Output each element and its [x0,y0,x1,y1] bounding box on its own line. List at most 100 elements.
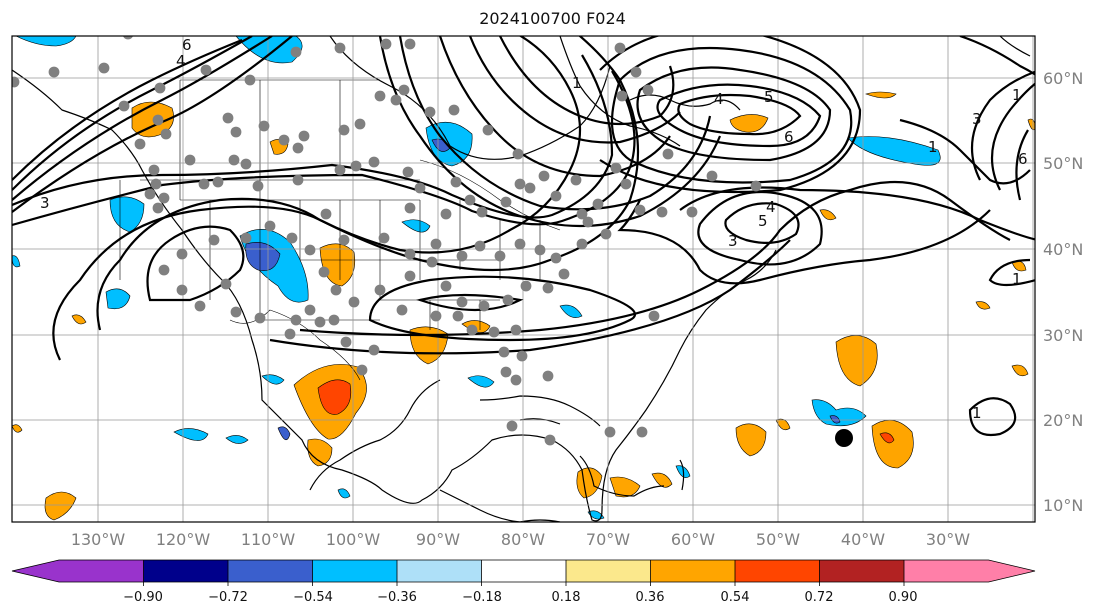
lon-label: 130°W [71,530,126,549]
station-dot [184,154,196,166]
contour-line [990,82,1035,191]
colorbar-tick-label: 0.54 [721,590,750,605]
contour-label: 1 [928,138,938,156]
anomaly-blob [307,438,333,467]
anomaly-blob [245,242,281,271]
longitude-labels: 130°W 120°W 110°W 100°W 90°W 80°W 70°W 6… [71,530,970,549]
colorbar-tick-label: 0.90 [889,590,918,605]
anomaly-blob [609,476,641,498]
contour-line [599,36,862,194]
coastline [559,36,681,147]
station-dot [330,284,342,296]
station-dot [158,264,170,276]
station-dot [212,176,224,188]
contour-line [617,199,991,285]
station-dot [230,306,242,318]
station-dot [750,180,762,192]
station-dot [228,154,240,166]
station-dot [550,190,562,202]
station-dot [478,300,490,312]
lat-label: 10°N [1043,496,1083,515]
colorbar-tick-label: −0.72 [208,590,248,605]
station-dot [304,304,316,316]
contour-line [610,46,853,184]
colorbar-segment [650,560,736,582]
station-dot [368,156,380,168]
anomaly-blob [811,399,867,427]
lon-label: 70°W [586,530,630,549]
station-dot [152,202,164,214]
contour-line [12,36,273,201]
contour-label: 5 [764,88,774,106]
contour-label: 3 [728,232,738,250]
station-dot [290,46,302,58]
contour-line [968,397,1017,437]
anomaly-blob [401,219,431,233]
station-dot [98,62,110,74]
station-dot [512,148,524,160]
station-dot [634,204,646,216]
station-dot [254,312,266,324]
lon-label: 50°W [756,530,800,549]
coastline [12,69,777,522]
colorbar-segment [566,560,651,582]
colorbar-segment [819,560,905,582]
station-dot [402,166,414,178]
station-dot [656,206,668,218]
contour-label: 4 [766,198,776,216]
colorbar-tick-label: 0.18 [552,590,581,605]
colorbar-tick-label: −0.90 [123,590,163,605]
station-dot [338,124,350,136]
colorbar-segment [59,560,144,582]
station-dot [264,220,276,232]
station-dot [396,304,408,316]
lat-label: 30°N [1043,326,1083,345]
station-dot [390,94,402,106]
lat-label: 50°N [1043,154,1083,173]
coastline [679,459,685,491]
coastline [999,36,1031,57]
contour-line [656,83,822,148]
station-dot [220,278,232,290]
station-dot [576,238,588,250]
anomaly-blob [15,36,77,47]
lat-label: 60°N [1043,69,1083,88]
station-dot [450,176,462,188]
anomaly-blob [225,435,249,444]
station-dot [154,82,166,94]
anomaly-blob [105,288,131,310]
contour-label: 6 [182,36,192,54]
map-panel [11,35,1036,523]
station-dot [514,238,526,250]
station-dot [520,280,532,292]
station-dot [592,198,604,210]
station-dot [148,164,160,176]
map-title: 2024100700 F024 [479,9,626,28]
contour-label: 4 [176,52,186,70]
contour-label-group: 6 4 3 1 4 5 6 1 4 5 3 1 1 3 6 1 [40,36,1028,422]
colorbar-segment [397,560,482,582]
contour-line [468,36,681,144]
coastlines [12,36,1031,522]
station-dot [466,324,478,336]
anomaly-blob [735,423,767,457]
contour-label: 3 [972,110,982,128]
station-dot [630,66,642,78]
anomaly-blob [835,335,878,387]
station-dot [398,84,410,96]
contour-line [724,202,800,245]
colorbar-segment [904,560,989,582]
station-dot [198,178,210,190]
contour-line [697,190,823,266]
station-dot [292,142,304,154]
station-dot [440,280,452,292]
lon-label: 80°W [501,530,545,549]
station-dot [328,314,340,326]
storm-center-marker [835,429,853,447]
contour-label: 1 [1012,270,1022,288]
station-dot [152,114,164,126]
contour-label: 3 [40,194,50,212]
station-dot [542,282,554,294]
colorbar-tick-label: −0.36 [377,590,417,605]
anomaly-blob [651,472,673,488]
